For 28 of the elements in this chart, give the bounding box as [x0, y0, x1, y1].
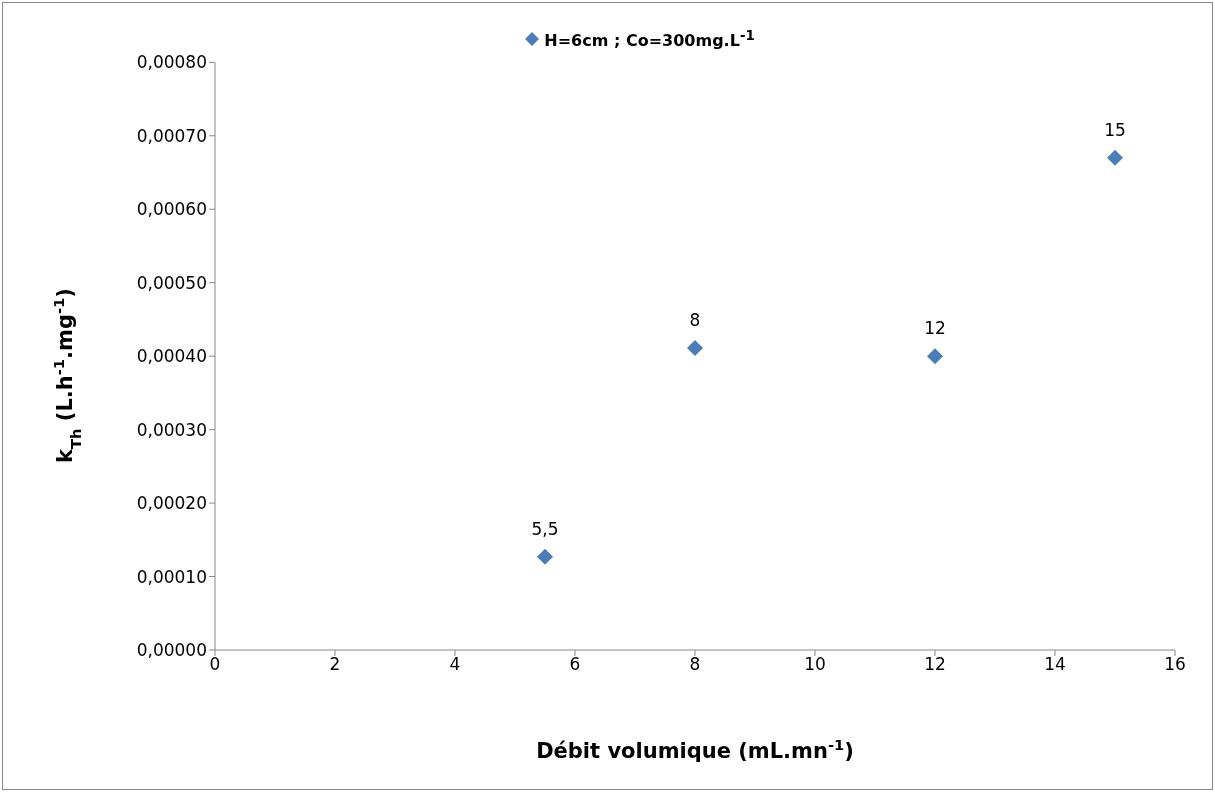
y-tick-label: 0,00070	[136, 125, 207, 146]
y-tick-label: 0,00080	[136, 52, 207, 73]
x-tick-label: 14	[1044, 654, 1066, 675]
x-tick-label: 16	[1164, 654, 1186, 675]
legend-label: H=6cm ; Co=300mg.L$^{-1}$	[544, 28, 755, 51]
x-tick-label: 2	[329, 654, 341, 675]
x-tick-label: 12	[924, 654, 946, 675]
y-tick-label: 0,00020	[136, 493, 207, 514]
point	[537, 548, 553, 565]
x-tick-label: 10	[804, 654, 826, 675]
y-tick-label: 0,00040	[136, 346, 207, 367]
point	[1107, 149, 1123, 166]
x-tick-label: 0	[209, 654, 221, 675]
x-tick-label: 6	[569, 654, 581, 675]
annotation: 12	[924, 318, 946, 339]
annotation: 8	[689, 310, 701, 331]
y-tick-label: 0,00030	[136, 419, 207, 440]
annotation: 15	[1104, 119, 1126, 140]
x-tick-label: 8	[689, 654, 701, 675]
y-tick-label: 0,00000	[136, 640, 207, 661]
y-tick-label: 0,00010	[136, 566, 207, 587]
y-tick-label: 0,00050	[136, 272, 207, 293]
y-tick-label: 0,00060	[136, 199, 207, 220]
point	[687, 340, 703, 357]
x-axis-title: Débit volumique (mL.mn$^{-1}$)	[536, 735, 854, 763]
x-tick-label: 4	[449, 654, 461, 675]
point	[927, 348, 943, 365]
annotation: 5,5	[531, 518, 559, 539]
